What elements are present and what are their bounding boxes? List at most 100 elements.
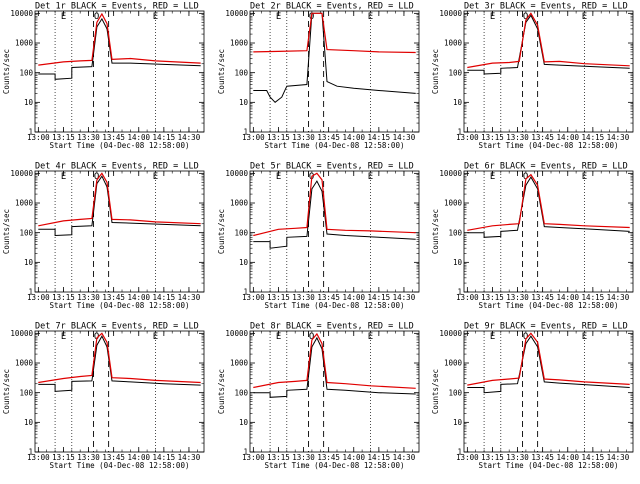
y-tick-label: 1: [457, 128, 462, 137]
lld-series-line: [253, 172, 416, 237]
x-tick-label: 13:45: [531, 293, 554, 302]
y-tick-label: 1000: [230, 39, 249, 48]
x-tick-label: 13:15: [267, 293, 290, 302]
y-tick-label: 1000: [230, 359, 249, 368]
x-tick-label: 13:30: [506, 133, 529, 142]
x-tick-label: 14:00: [556, 453, 579, 462]
plot-frame: [249, 170, 420, 293]
y-tick-label: 10: [24, 418, 34, 427]
flag-label: E: [276, 12, 281, 22]
x-tick-label: 13:30: [77, 133, 100, 142]
y-tick-label: 1000: [15, 199, 34, 208]
detector-panel: Det 4r BLACK = Events, RED = LLD 1 10 100 10…: [2, 162, 205, 310]
y-axis-label: Counts/sec: [2, 209, 11, 254]
x-tick-label: 14:30: [393, 293, 416, 302]
x-tick-label: 13:45: [317, 133, 340, 142]
x-tick-label: 14:30: [607, 453, 630, 462]
flag-label: E: [153, 12, 158, 22]
y-tick-label: 100: [448, 388, 462, 397]
detector-panel: Det 9r BLACK = Events, RED = LLD 1 10 100 10…: [431, 322, 634, 470]
x-axis-label: Start Time (04-Dec-08 12:58:00): [265, 141, 405, 150]
panel-title: Det 2r BLACK = Events, RED = LLD: [250, 2, 414, 12]
plot-frame: [249, 10, 420, 133]
x-tick-label: 13:00: [456, 293, 479, 302]
panel-title: Det 3r BLACK = Events, RED = LLD: [464, 2, 628, 12]
y-tick-label: 1: [243, 288, 248, 297]
x-tick-label: 14:30: [393, 453, 416, 462]
x-axis-label: Start Time (04-Dec-08 12:58:00): [265, 461, 405, 470]
y-tick-label: 10: [24, 98, 34, 107]
y-tick-label: 1000: [444, 199, 463, 208]
x-tick-label: 13:15: [52, 453, 75, 462]
y-tick-label: 1: [457, 288, 462, 297]
x-tick-label: 14:15: [368, 133, 391, 142]
x-tick-label: 14:30: [178, 133, 201, 142]
x-tick-label: 13:00: [242, 133, 265, 142]
x-tick-label: 13:00: [27, 133, 50, 142]
x-axis-label: Start Time (04-Dec-08 12:58:00): [479, 461, 619, 470]
x-tick-label: 14:00: [127, 293, 150, 302]
flag-label: O: [94, 332, 99, 342]
x-tick-label: 13:15: [481, 453, 504, 462]
y-axis-label: Counts/sec: [431, 49, 440, 94]
lld-series-line: [467, 173, 630, 231]
plot-frame: [463, 10, 634, 133]
x-tick-label: 14:00: [342, 293, 365, 302]
y-tick-label: 100: [19, 388, 33, 397]
events-series-line: [38, 335, 201, 392]
x-tick-label: 13:15: [267, 453, 290, 462]
flag-label: E: [490, 332, 495, 342]
x-tick-label: 14:15: [153, 293, 176, 302]
y-tick-label: 10000: [225, 9, 248, 18]
x-axis-label: Start Time (04-Dec-08 12:58:00): [50, 141, 190, 150]
x-tick-label: 13:45: [102, 293, 125, 302]
flag-label: E: [368, 172, 373, 182]
x-tick-label: 14:15: [582, 133, 605, 142]
y-tick-label: 1: [243, 448, 248, 457]
flag-label: E: [490, 172, 495, 182]
x-tick-label: 13:45: [317, 453, 340, 462]
y-tick-label: 1000: [15, 359, 34, 368]
flag-label: O: [309, 332, 314, 342]
flag-label: E: [153, 172, 158, 182]
x-tick-label: 13:00: [242, 293, 265, 302]
flag-label: E: [276, 172, 281, 182]
y-tick-label: 10: [453, 418, 463, 427]
lld-series-line: [38, 332, 201, 384]
y-tick-label: 10000: [10, 329, 33, 338]
panel-title: Det 6r BLACK = Events, RED = LLD: [464, 162, 628, 172]
flag-label: E: [368, 332, 373, 342]
y-tick-label: 10000: [439, 9, 462, 18]
x-tick-label: 13:45: [102, 453, 125, 462]
events-series-line: [467, 176, 630, 238]
x-tick-label: 13:30: [77, 293, 100, 302]
x-tick-label: 13:45: [102, 133, 125, 142]
x-tick-label: 13:15: [52, 133, 75, 142]
x-tick-label: 14:15: [582, 453, 605, 462]
x-tick-label: 14:30: [393, 133, 416, 142]
panel-title: Det 7r BLACK = Events, RED = LLD: [35, 322, 199, 332]
x-tick-label: 13:15: [481, 293, 504, 302]
x-tick-label: 13:00: [456, 453, 479, 462]
flag-label: O: [94, 172, 99, 182]
lld-series-line: [467, 332, 630, 386]
plot-frame: [463, 330, 634, 453]
flag-label: O: [523, 332, 528, 342]
flag-label: E: [582, 332, 587, 342]
flag-label: E: [582, 12, 587, 22]
y-tick-label: 1000: [15, 39, 34, 48]
x-tick-label: 13:30: [292, 133, 315, 142]
y-tick-label: 1: [457, 448, 462, 457]
x-tick-label: 14:30: [178, 293, 201, 302]
flag-label: O: [523, 12, 528, 22]
y-tick-label: 1000: [444, 39, 463, 48]
events-series-line: [467, 335, 630, 394]
x-tick-label: 13:30: [77, 453, 100, 462]
x-axis-label: Start Time (04-Dec-08 12:58:00): [50, 461, 190, 470]
plot-frame: [249, 330, 420, 453]
events-series-line: [38, 17, 201, 80]
x-tick-label: 13:30: [292, 293, 315, 302]
x-tick-label: 14:15: [153, 133, 176, 142]
